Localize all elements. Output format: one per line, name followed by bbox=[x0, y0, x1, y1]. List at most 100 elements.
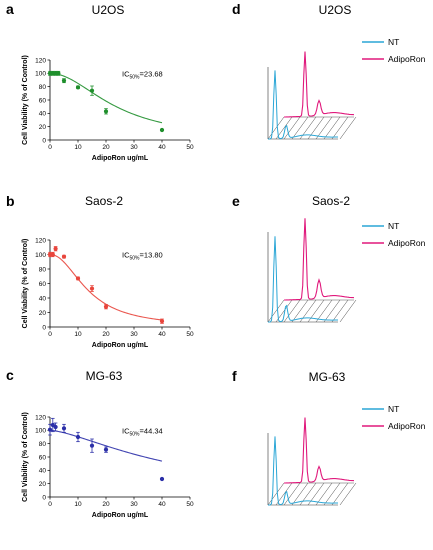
panel-letter: e bbox=[232, 193, 240, 209]
ic50-prefix: IC bbox=[122, 251, 130, 260]
x-tick-label: 40 bbox=[158, 331, 166, 338]
x-axis-label: AdipoRon ug/mL bbox=[92, 155, 149, 162]
panel-letter: b bbox=[6, 193, 15, 209]
y-tick-label: 80 bbox=[39, 266, 47, 273]
dose-panel-c: c MG-63 0 10 20 30 40 50 0 20 40 60 80 100 120 AdipoRon… bbox=[6, 367, 194, 519]
data-point bbox=[53, 424, 58, 430]
ic50-subscript: 50% bbox=[130, 431, 141, 437]
floor-grid-line bbox=[283, 299, 301, 323]
x-tick-label: 20 bbox=[102, 501, 110, 508]
legend-label: AdipoRon bbox=[388, 54, 426, 64]
y-tick-label: 100 bbox=[35, 428, 46, 435]
floor-grid-line bbox=[267, 299, 285, 323]
x-tick-label: 0 bbox=[48, 331, 52, 338]
ic50-annotation: IC50%=13.80 bbox=[122, 251, 163, 262]
x-tick-label: 30 bbox=[130, 144, 138, 151]
y-tick-label: 20 bbox=[39, 310, 47, 317]
panel-title: MG-63 bbox=[309, 370, 346, 384]
x-axis-label: AdipoRon ug/mL bbox=[92, 512, 149, 519]
ic50-annotation: IC50%=44.34 bbox=[122, 426, 163, 437]
floor-grid-line bbox=[331, 299, 349, 323]
y-tick-label: 40 bbox=[39, 295, 47, 302]
data-point bbox=[50, 252, 55, 257]
y-tick-label: 20 bbox=[39, 481, 47, 488]
legend-label: NT bbox=[388, 221, 399, 231]
y-tick-label: 0 bbox=[42, 324, 46, 331]
floor-grid-line bbox=[323, 116, 341, 140]
ic50-prefix: IC bbox=[122, 69, 130, 78]
y-tick-label: 60 bbox=[39, 97, 47, 104]
fit-curve bbox=[49, 429, 163, 462]
floor-grid-line bbox=[267, 482, 285, 506]
data-point bbox=[159, 127, 165, 133]
panel-title: Saos-2 bbox=[85, 194, 123, 208]
adiporon-histogram-trace bbox=[284, 218, 355, 301]
floor-grid-line bbox=[339, 299, 357, 323]
y-axis-label: Cell Viability (% of Control) bbox=[22, 412, 29, 502]
legend-label: AdipoRon bbox=[388, 238, 426, 248]
ic50-value: =13.80 bbox=[140, 251, 163, 260]
x-tick-label: 0 bbox=[48, 501, 52, 508]
floor-grid-line bbox=[339, 482, 357, 506]
legend-label: NT bbox=[388, 37, 399, 47]
x-axis-label: AdipoRon ug/mL bbox=[92, 342, 149, 349]
x-tick-label: 30 bbox=[130, 331, 138, 338]
data-point bbox=[56, 71, 61, 76]
x-tick-label: 50 bbox=[186, 331, 194, 338]
floor-grid-line bbox=[315, 482, 333, 506]
panel-letter: d bbox=[232, 1, 241, 17]
legend-label: NT bbox=[388, 404, 399, 414]
adiporon-histogram-trace bbox=[284, 417, 355, 484]
y-axis-label: Cell Viability (% of Control) bbox=[22, 55, 29, 145]
y-tick-label: 100 bbox=[35, 71, 46, 78]
data-point bbox=[159, 476, 165, 482]
floor-grid-line bbox=[331, 482, 349, 506]
y-tick-label: 60 bbox=[39, 454, 47, 461]
data-point bbox=[159, 319, 165, 324]
data-point bbox=[103, 304, 109, 309]
dose-panel-b: b Saos-2 0 10 20 30 40 50 0 20 40 60 80 100 120 AdipoRo… bbox=[6, 193, 194, 349]
ic50-subscript: 50% bbox=[130, 74, 141, 80]
x-tick-label: 50 bbox=[186, 501, 194, 508]
dose-panel-a: a U2OS 0 10 20 30 40 50 0 20 40 60 80 100 120 AdipoRon … bbox=[6, 1, 194, 162]
x-tick-label: 20 bbox=[102, 331, 110, 338]
y-tick-label: 80 bbox=[39, 441, 47, 448]
ic50-prefix: IC bbox=[122, 426, 130, 435]
data-point bbox=[89, 443, 95, 448]
floor-grid-line bbox=[291, 482, 309, 506]
ic50-annotation: IC50%=23.68 bbox=[122, 69, 163, 80]
floor-grid-line bbox=[323, 299, 341, 323]
x-tick-label: 30 bbox=[130, 501, 138, 508]
data-point bbox=[89, 286, 95, 291]
floor-grid-line bbox=[283, 482, 301, 506]
data-point bbox=[61, 78, 67, 83]
floor-grid-line bbox=[331, 116, 349, 140]
data-point bbox=[75, 85, 81, 90]
y-tick-label: 100 bbox=[35, 252, 46, 259]
y-tick-label: 120 bbox=[35, 414, 46, 421]
nt-histogram-trace bbox=[268, 436, 338, 506]
histogram-panel-e: e Saos-2 NT AdipoRon bbox=[232, 193, 426, 323]
panel-letter: f bbox=[232, 368, 237, 384]
panel-title: U2OS bbox=[319, 3, 352, 17]
fit-curve bbox=[49, 72, 163, 124]
data-point bbox=[103, 109, 109, 114]
floor-grid-line bbox=[283, 116, 301, 140]
x-tick-label: 20 bbox=[102, 144, 110, 151]
histogram-panel-d: d U2OS NT AdipoRon bbox=[232, 1, 426, 140]
floor-grid-line bbox=[315, 299, 333, 323]
data-point bbox=[75, 434, 81, 440]
adiporon-histogram-trace bbox=[284, 51, 355, 118]
floor-grid-line bbox=[267, 116, 285, 140]
panel-letter: c bbox=[6, 367, 14, 383]
panel-letter: a bbox=[6, 1, 14, 17]
fit-curve bbox=[49, 253, 163, 321]
nt-histogram-trace bbox=[268, 236, 338, 323]
data-point bbox=[103, 447, 109, 452]
data-point bbox=[61, 254, 67, 259]
y-tick-label: 60 bbox=[39, 281, 47, 288]
floor-grid-line bbox=[315, 116, 333, 140]
floor-grid-line bbox=[339, 116, 357, 140]
floor-grid-line bbox=[323, 482, 341, 506]
